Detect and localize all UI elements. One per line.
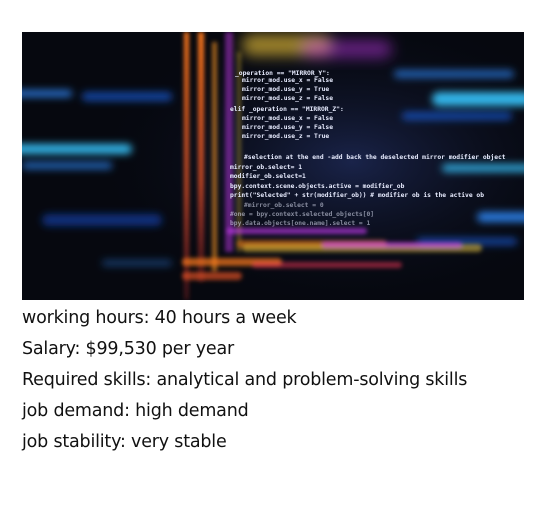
code-screen-image: _operation == "MIRROR_Y": mirror_mod.use_… [22, 32, 524, 300]
code-line: elif _operation == "MIRROR_Z": [230, 105, 344, 113]
code-line: print("Selected" + str(modifier_ob)) # m… [230, 191, 484, 199]
right-bokeh-lights [394, 70, 524, 245]
top-color-glow [242, 34, 392, 58]
code-line: mirror_mod.use_x = False [242, 76, 333, 84]
left-bokeh-lights [22, 90, 172, 266]
code-line: #mirror_ob.select = 0 [244, 201, 324, 209]
code-line: mirror_mod.use_z = False [242, 94, 333, 102]
code-line: #one = bpy.context.selected_objects[0] [230, 210, 374, 218]
working-hours-text: working hours: 40 hours a week [22, 308, 297, 328]
salary-text: Salary: $99,530 per year [22, 339, 234, 359]
code-line: modifier_ob.select=1 [230, 172, 306, 180]
code-line: mirror_mod.use_y = False [242, 123, 333, 131]
job-info-block: working hours: 40 hours a week Salary: $… [22, 303, 532, 458]
code-text: _operation == "MIRROR_Y":mirror_mod.use_… [230, 69, 506, 227]
job-demand-text: job demand: high demand [22, 401, 249, 421]
code-line: bpy.data.objects[one.name].select = 1 [230, 219, 370, 227]
required-skills-text: Required skills: analytical and problem-… [22, 370, 468, 390]
code-line: _operation == "MIRROR_Y": [235, 69, 330, 77]
vertical-light-streaks [184, 32, 241, 300]
code-line: mirror_mod.use_y = True [242, 85, 329, 93]
code-line: mirror_mod.use_x = False [242, 114, 333, 122]
job-stability-text: job stability: very stable [22, 432, 227, 452]
code-screen-svg: _operation == "MIRROR_Y":mirror_mod.use_… [22, 32, 524, 300]
code-line: mirror_mod.use_z = True [242, 132, 329, 140]
code-line: mirror_ob.select= 1 [230, 163, 302, 171]
code-line: bpy.context.scene.objects.active = modif… [230, 182, 405, 190]
code-line: #selection at the end -add back the dese… [244, 153, 506, 161]
bottom-blurred-code [182, 228, 482, 280]
